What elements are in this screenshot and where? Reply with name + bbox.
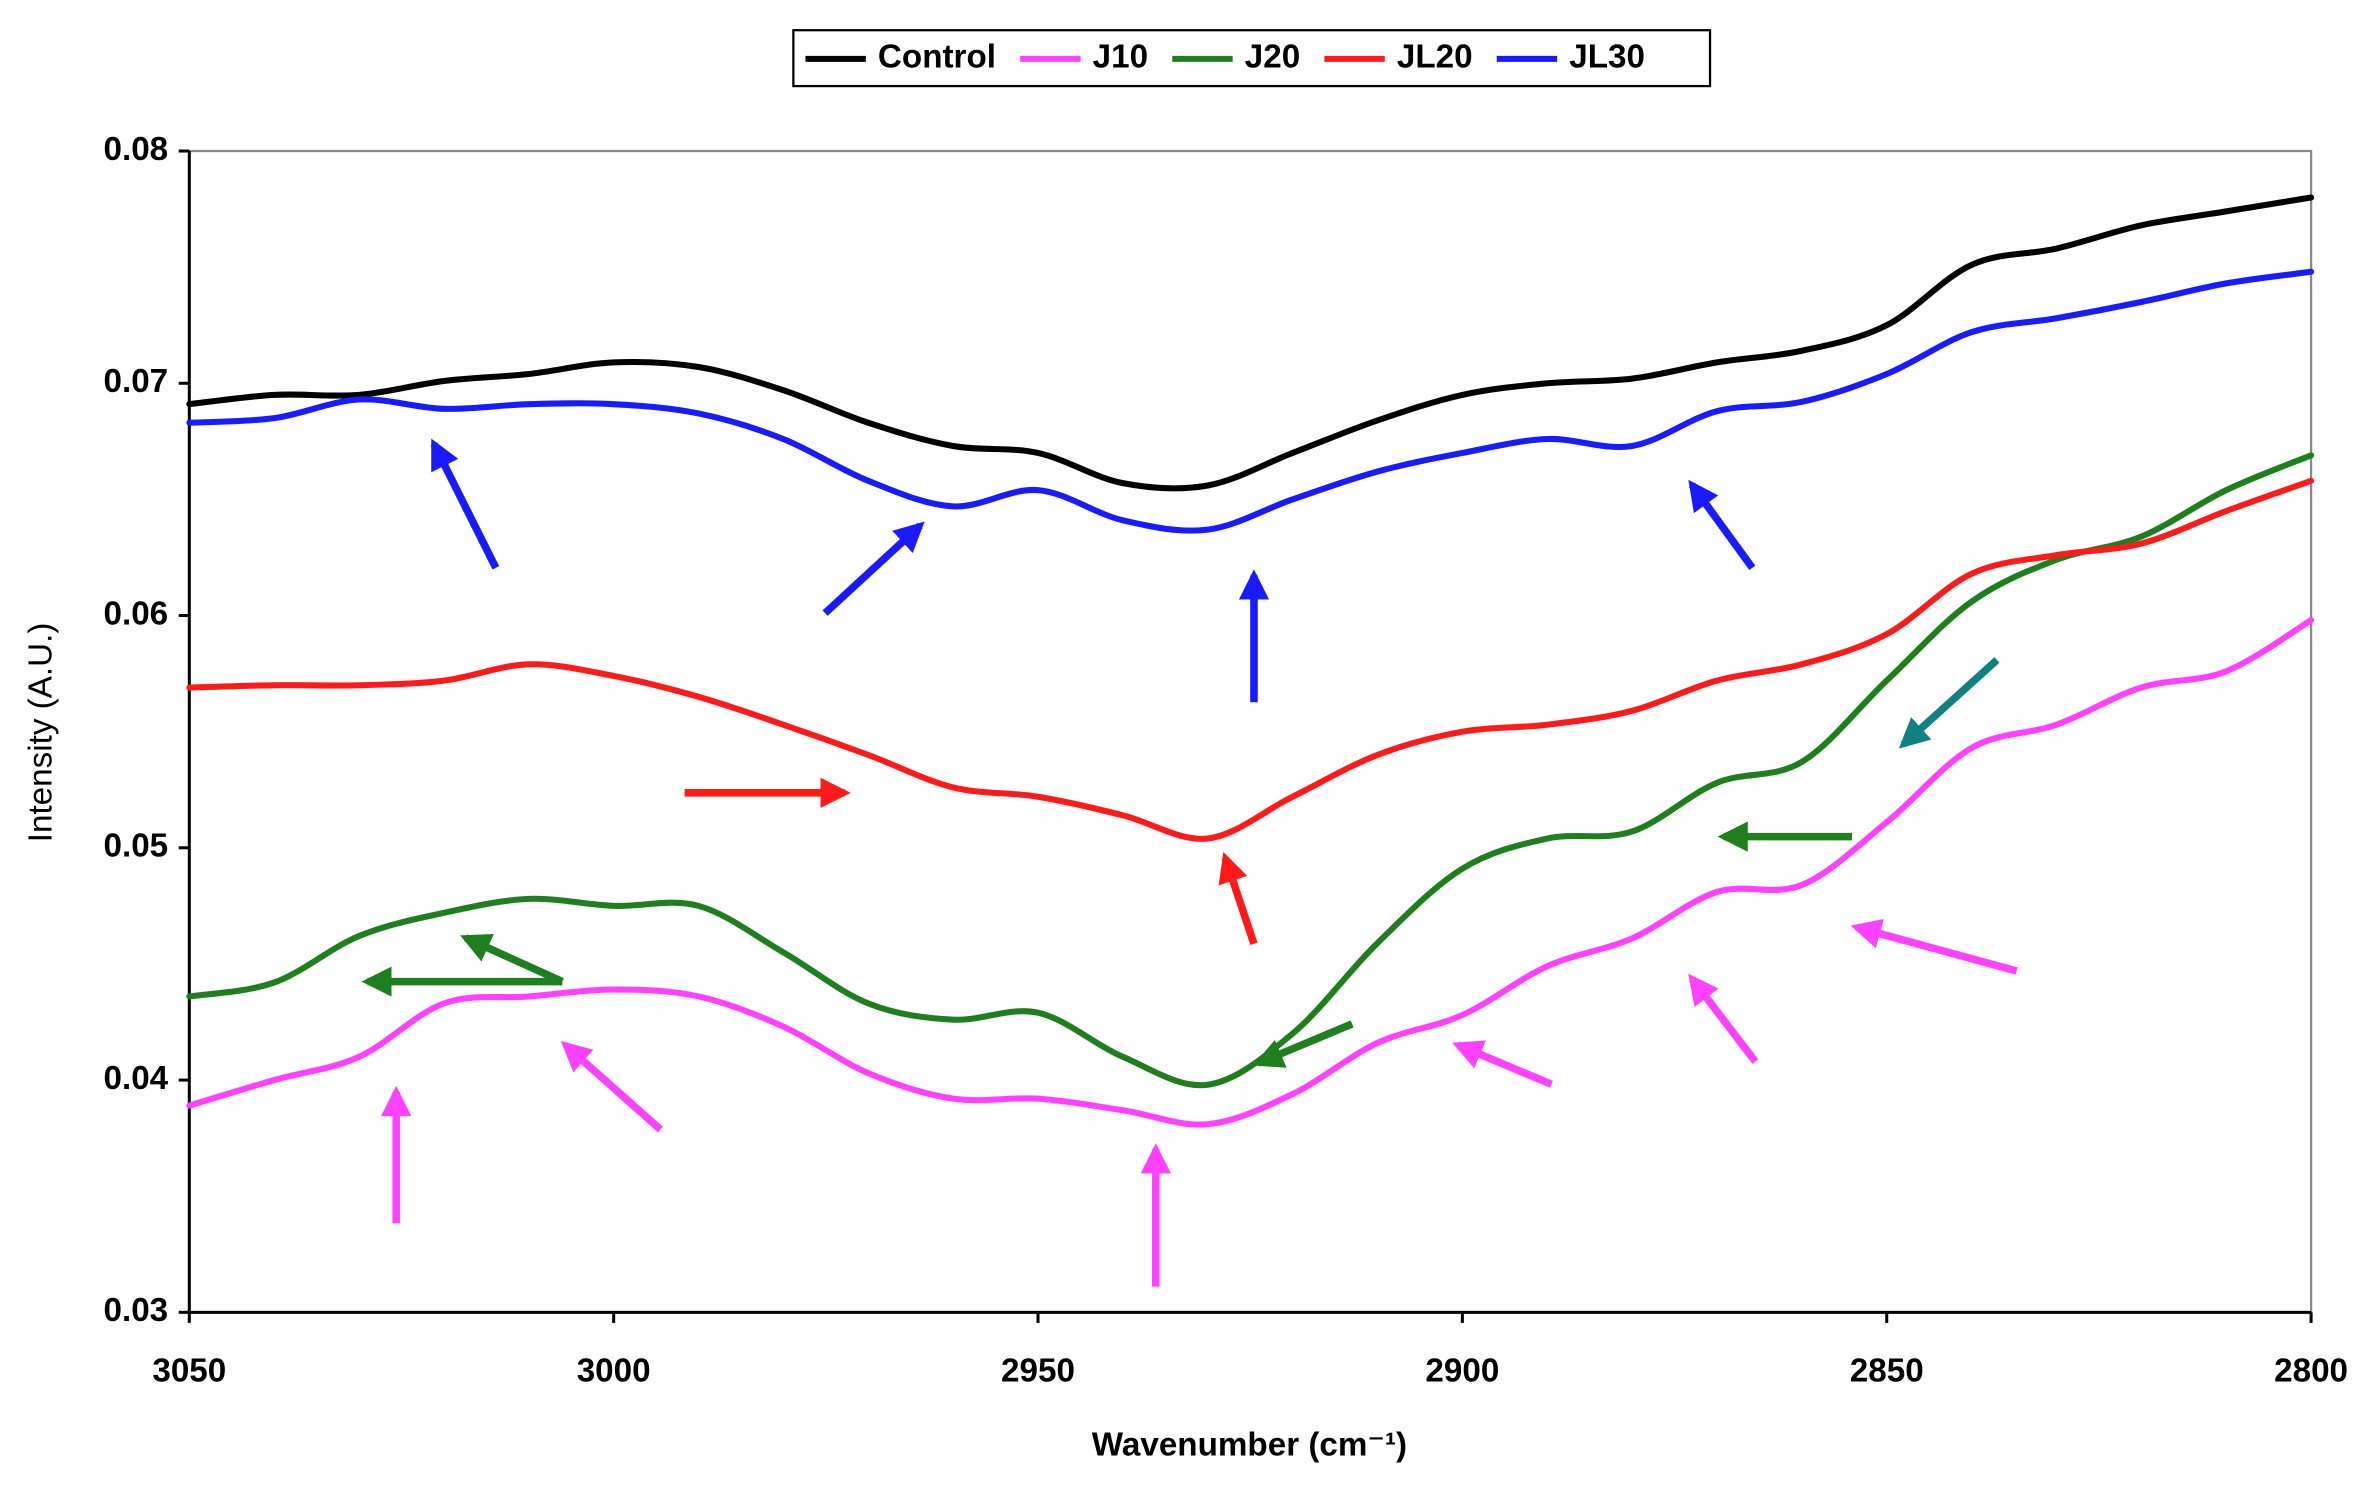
- x-tick-label: 2850: [1850, 1353, 1924, 1390]
- series-line: [186, 268, 2315, 534]
- y-tick-label: 0.04: [104, 1060, 169, 1097]
- arrow: [822, 521, 925, 616]
- legend-label: JL20: [1397, 39, 1473, 76]
- legend-label: J20: [1245, 39, 1300, 76]
- series-line: [186, 194, 2315, 492]
- x-axis-title: Wavenumber (cm⁻¹): [1092, 1427, 1407, 1464]
- series-line: [186, 617, 2315, 1128]
- arrow: [1252, 1020, 1354, 1068]
- arrow: [1898, 657, 2000, 749]
- arrow: [460, 934, 564, 986]
- legend-box: [792, 29, 1712, 88]
- x-tick-label: 3050: [152, 1353, 226, 1390]
- y-tick-label: 0.07: [104, 363, 169, 400]
- y-tick-label: 0.06: [104, 595, 169, 632]
- y-tick-label: 0.03: [104, 1292, 169, 1329]
- arrow: [430, 438, 500, 570]
- arrow: [1850, 919, 2018, 975]
- arrow: [1218, 852, 1258, 946]
- series-line: [186, 452, 2315, 1089]
- x-tick-label: 2950: [1001, 1353, 1075, 1390]
- y-tick-label: 0.08: [104, 131, 169, 168]
- x-tick-label: 2900: [1425, 1353, 1499, 1390]
- arrow: [560, 1041, 663, 1133]
- annotation-arrows: [361, 438, 2018, 1287]
- arrow: [1688, 479, 1756, 571]
- series-line: [186, 477, 2315, 842]
- x-tick-label: 2800: [2274, 1353, 2348, 1390]
- legend-label: J10: [1093, 39, 1148, 76]
- arrow: [1688, 973, 1759, 1064]
- arrow: [1452, 1040, 1553, 1088]
- legend-label: JL30: [1569, 39, 1645, 76]
- x-tick-label: 3000: [577, 1353, 651, 1390]
- y-axis-title: Intensity (A.U.): [23, 623, 60, 843]
- y-tick-label: 0.05: [104, 828, 169, 865]
- legend-label: Control: [878, 39, 996, 76]
